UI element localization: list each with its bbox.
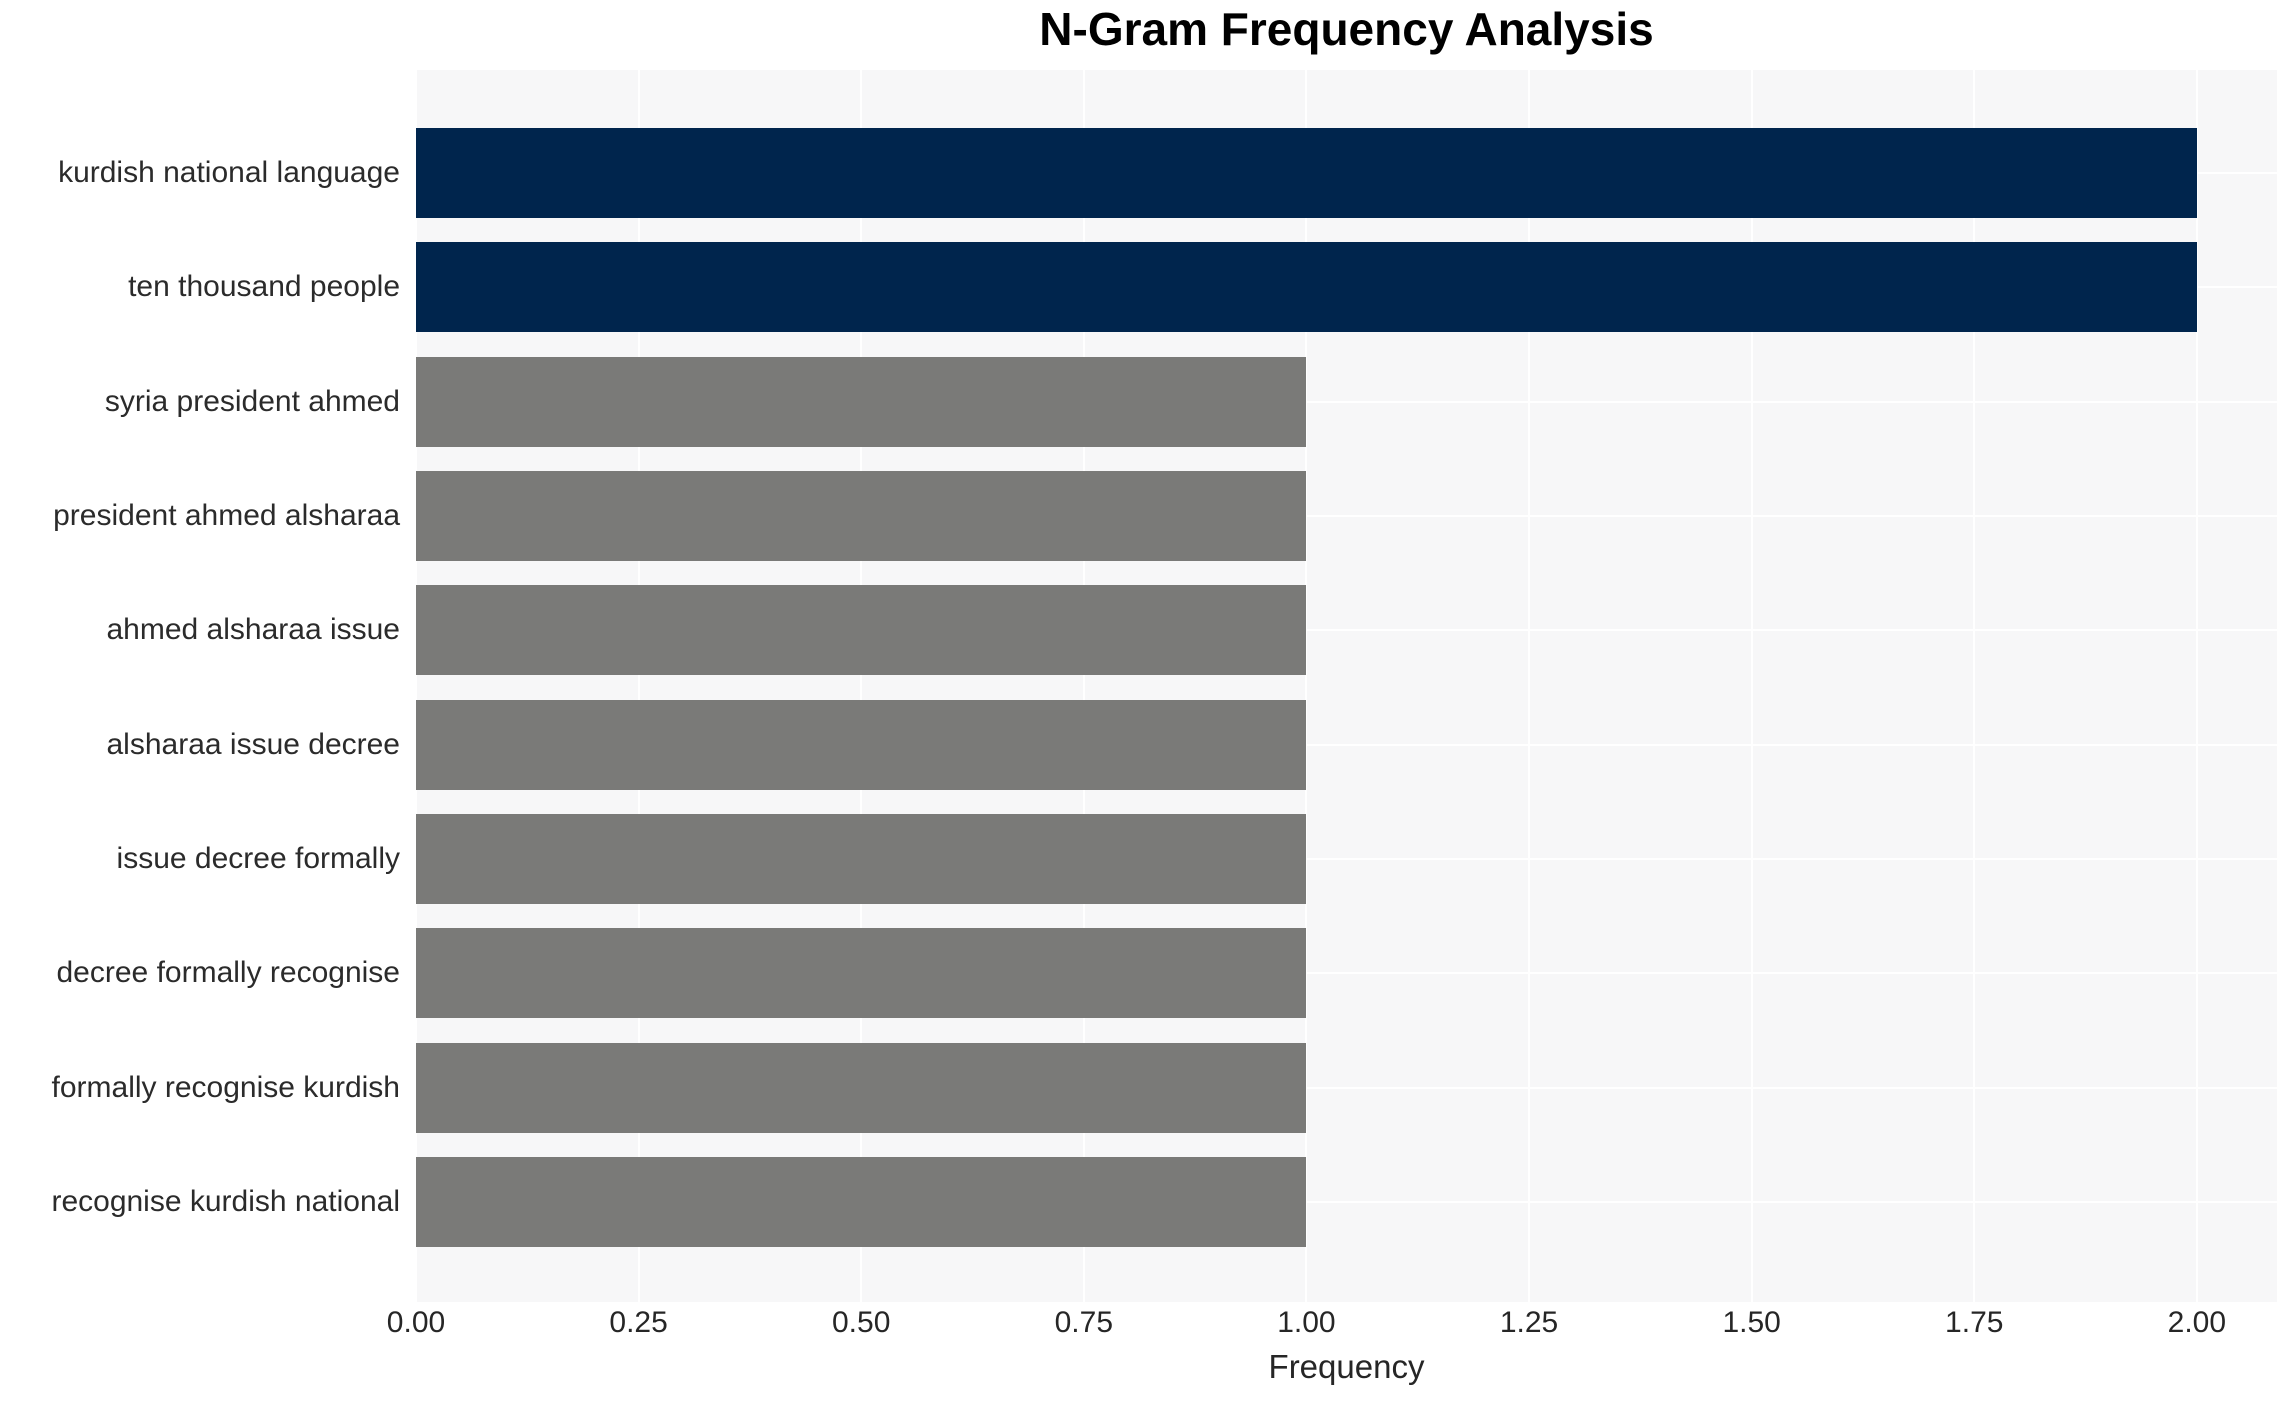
bar-president-ahmed-alsharaa: [416, 471, 1307, 562]
y-axis-labels: kurdish national language ten thousand pe…: [0, 70, 400, 1302]
x-tick-label: 1.75: [1945, 1306, 2004, 1339]
y-tick-label: syria president ahmed: [104, 384, 400, 418]
bar-syria-president-ahmed: [416, 356, 1307, 447]
bar-decree-formally-recognise: [416, 928, 1307, 1019]
vertical-gridline: [1082, 70, 1085, 1302]
x-tick-label: 2.00: [2167, 1306, 2227, 1339]
horizontal-gridline: [416, 743, 2277, 746]
horizontal-gridline: [416, 1200, 2277, 1203]
vertical-gridline: [2195, 70, 2198, 1302]
x-axis-title: Frequency: [1268, 1348, 1425, 1385]
chart-title: N-Gram Frequency Analysis: [1039, 3, 1654, 55]
vertical-gridline: [1973, 70, 1976, 1302]
x-axis-ticks: 0.00 0.25 0.50 0.75 1.00 1.25 1.50 1.75 2.00: [0, 1306, 2296, 1342]
y-tick-label: decree formally recognise: [56, 956, 401, 990]
bar-recognise-kurdish-national: [416, 1156, 1307, 1247]
horizontal-gridline: [416, 1086, 2277, 1089]
vertical-gridline: [1305, 70, 1308, 1302]
y-tick-label: issue decree formally: [116, 841, 400, 875]
y-tick-label: alsharaa issue decree: [106, 727, 400, 761]
bar-ten-thousand-people: [416, 242, 2197, 333]
x-tick-label: 1.25: [1499, 1306, 1559, 1339]
x-tick-label: 0.00: [386, 1306, 446, 1339]
vertical-gridline: [415, 70, 417, 1302]
horizontal-gridline: [416, 400, 2277, 403]
horizontal-gridline: [416, 857, 2277, 860]
bar-issue-decree-formally: [416, 813, 1307, 904]
horizontal-gridline: [416, 515, 2277, 518]
y-tick-label: recognise kurdish national: [51, 1184, 400, 1218]
x-tick-label: 1.00: [1277, 1306, 1336, 1339]
bar-ahmed-alsharaa-issue: [416, 585, 1307, 676]
bar-formally-recognise-kurdish: [416, 1042, 1307, 1133]
vertical-gridline: [1528, 70, 1531, 1302]
bar-kurdish-national-language: [416, 128, 2197, 219]
x-tick-label: 0.50: [832, 1306, 891, 1339]
vertical-gridline: [1750, 70, 1753, 1302]
bar-alsharaa-issue-decree: [416, 699, 1307, 790]
y-tick-label: kurdish national language: [58, 156, 400, 190]
x-tick-label: 1.50: [1722, 1306, 1781, 1339]
x-tick-label: 0.25: [609, 1306, 668, 1339]
y-tick-label: formally recognise kurdish: [51, 1070, 400, 1104]
vertical-gridline: [860, 70, 863, 1302]
x-tick-label: 0.75: [1054, 1306, 1113, 1339]
y-tick-label: president ahmed alsharaa: [53, 499, 400, 533]
horizontal-gridline: [416, 972, 2277, 975]
y-tick-label: ten thousand people: [128, 270, 400, 304]
horizontal-gridline: [416, 629, 2277, 632]
y-tick-label: ahmed alsharaa issue: [106, 613, 400, 647]
plot-area: [415, 70, 2277, 1302]
vertical-gridline: [637, 70, 640, 1302]
